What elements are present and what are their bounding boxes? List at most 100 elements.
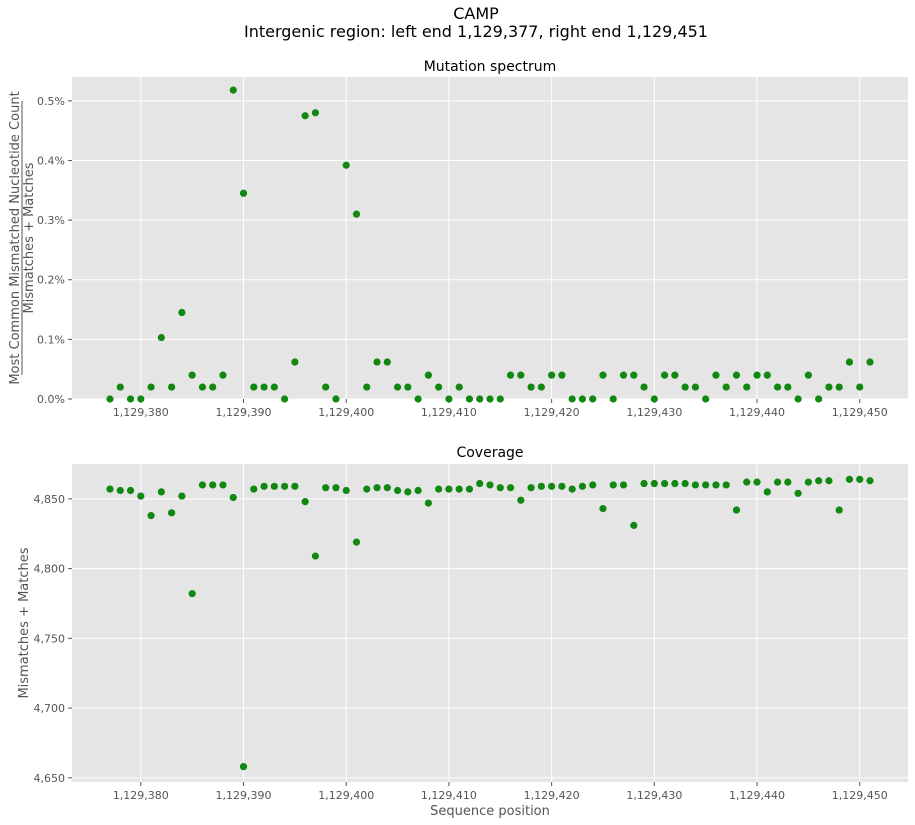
mutation-spectrum-point: [486, 395, 494, 403]
mutation-spectrum-point: [137, 395, 145, 403]
coverage-point: [476, 479, 484, 488]
mutation-spectrum-y-tick-label: 0.2%: [37, 274, 65, 287]
coverage-point: [435, 485, 443, 493]
mutation-spectrum-point: [496, 395, 504, 403]
coverage-y-tick-label: 4,850: [34, 493, 66, 506]
coverage-point: [691, 481, 700, 489]
coverage-x-tick-label: 1,129,440: [729, 789, 785, 802]
coverage-point: [794, 489, 802, 497]
coverage-point: [671, 479, 679, 488]
mutation-spectrum-point: [465, 395, 474, 403]
coverage-point: [722, 481, 730, 489]
coverage-point: [363, 485, 371, 493]
mutation-spectrum-point: [548, 371, 556, 379]
mutation-spectrum-x-tick-label: 1,129,380: [113, 406, 169, 419]
coverage-point: [804, 478, 812, 486]
mutation-spectrum-point: [178, 308, 186, 317]
mutation-spectrum-point: [517, 371, 525, 379]
mutation-spectrum-point: [342, 161, 350, 169]
mutation-spectrum-point: [270, 383, 278, 391]
mutation-spectrum-point: [352, 210, 361, 218]
coverage-point: [301, 498, 309, 506]
coverage-point: [147, 512, 155, 520]
coverage-point: [568, 485, 576, 493]
mutation-spectrum-point: [702, 395, 710, 403]
mutation-spectrum-point: [773, 383, 782, 391]
coverage-point: [373, 484, 381, 492]
coverage-x-tick-label: 1,129,420: [524, 789, 580, 802]
mutation-spectrum-point: [322, 383, 330, 391]
coverage-point: [815, 477, 823, 485]
mutation-spectrum-point: [383, 358, 391, 366]
coverage-points: [106, 475, 874, 771]
coverage-point: [280, 482, 289, 490]
coverage-point: [630, 521, 638, 529]
mutation-spectrum-grid: [72, 77, 908, 400]
coverage-point: [548, 482, 556, 490]
figure-subtitle: Intergenic region: left end 1,129,377, r…: [244, 22, 708, 41]
coverage-point: [126, 486, 135, 495]
coverage-point: [414, 486, 422, 495]
coverage-point: [681, 479, 689, 488]
mutation-spectrum-point: [763, 371, 771, 379]
mutation-spectrum-y-tick-label: 0.4%: [37, 154, 65, 167]
coverage-point: [137, 492, 145, 500]
mutation-spectrum-point: [845, 358, 854, 366]
mutation-spectrum-point: [332, 395, 340, 403]
coverage-x-tick-label: 1,129,380: [113, 789, 169, 802]
coverage-point: [157, 488, 165, 496]
coverage-point: [640, 479, 648, 488]
y-label-denominator: Mismatches + Matches: [22, 162, 37, 313]
mutation-spectrum-point: [280, 395, 289, 403]
mutation-spectrum-point: [476, 395, 484, 403]
mutation-spectrum-point: [866, 358, 874, 366]
mutation-spectrum-point: [219, 371, 227, 379]
mutation-spectrum-point: [650, 395, 658, 403]
figure-title: CAMP: [453, 4, 499, 23]
coverage-x-label: Sequence position: [430, 804, 550, 819]
mutation-spectrum-point: [599, 371, 607, 379]
mutation-spectrum-point: [435, 383, 443, 391]
mutation-spectrum-points: [106, 86, 874, 403]
coverage-point: [496, 484, 504, 492]
mutation-spectrum-point: [815, 395, 823, 403]
coverage-point: [537, 482, 545, 490]
mutation-spectrum-point: [157, 333, 165, 342]
mutation-spectrum-point: [825, 383, 833, 391]
mutation-spectrum-point: [229, 86, 237, 94]
mutation-spectrum-point: [291, 358, 299, 366]
mutation-spectrum-x-tick-label: 1,129,430: [626, 406, 682, 419]
mutation-spectrum-point: [743, 383, 751, 391]
mutation-spectrum-point: [722, 383, 730, 391]
coverage-point: [825, 477, 833, 485]
mutation-spectrum-point: [301, 112, 309, 120]
coverage-point: [589, 481, 597, 489]
coverage-point: [250, 485, 258, 493]
coverage-point: [517, 496, 525, 504]
mutation-spectrum-point: [106, 395, 114, 403]
coverage-point: [578, 482, 587, 490]
mutation-spectrum-point: [126, 395, 135, 403]
mutation-spectrum-point: [188, 371, 196, 379]
coverage-x-ticks: 1,129,380 1,129,390 1,129,400 1,129,410 1,12…: [113, 782, 888, 802]
mutation-spectrum-point: [537, 383, 545, 391]
mutation-spectrum-point: [445, 395, 453, 403]
coverage-point: [188, 590, 196, 598]
mutation-spectrum-y-tick-label: 0.0%: [37, 393, 65, 406]
mutation-spectrum-point: [578, 395, 587, 403]
mutation-spectrum-point: [784, 383, 792, 391]
coverage-point: [702, 481, 710, 489]
mutation-spectrum-point: [712, 371, 720, 379]
coverage-panel: Coverage 1,129,380 1,129,390 1,129,400 1,12…: [17, 445, 908, 819]
coverage-y-tick-label: 4,800: [34, 563, 66, 576]
coverage-point: [219, 481, 227, 489]
coverage-point: [753, 478, 761, 486]
coverage-point: [732, 506, 741, 514]
mutation-spectrum-point: [527, 383, 535, 391]
mutation-spectrum-y-label: Most Common Mismatched Nucleotide Count …: [8, 91, 37, 384]
coverage-point: [835, 506, 843, 514]
coverage-y-ticks: 4,650 4,700 4,750 4,800 4,850: [34, 493, 72, 785]
coverage-point: [270, 482, 278, 490]
mutation-spectrum-point: [239, 189, 248, 197]
